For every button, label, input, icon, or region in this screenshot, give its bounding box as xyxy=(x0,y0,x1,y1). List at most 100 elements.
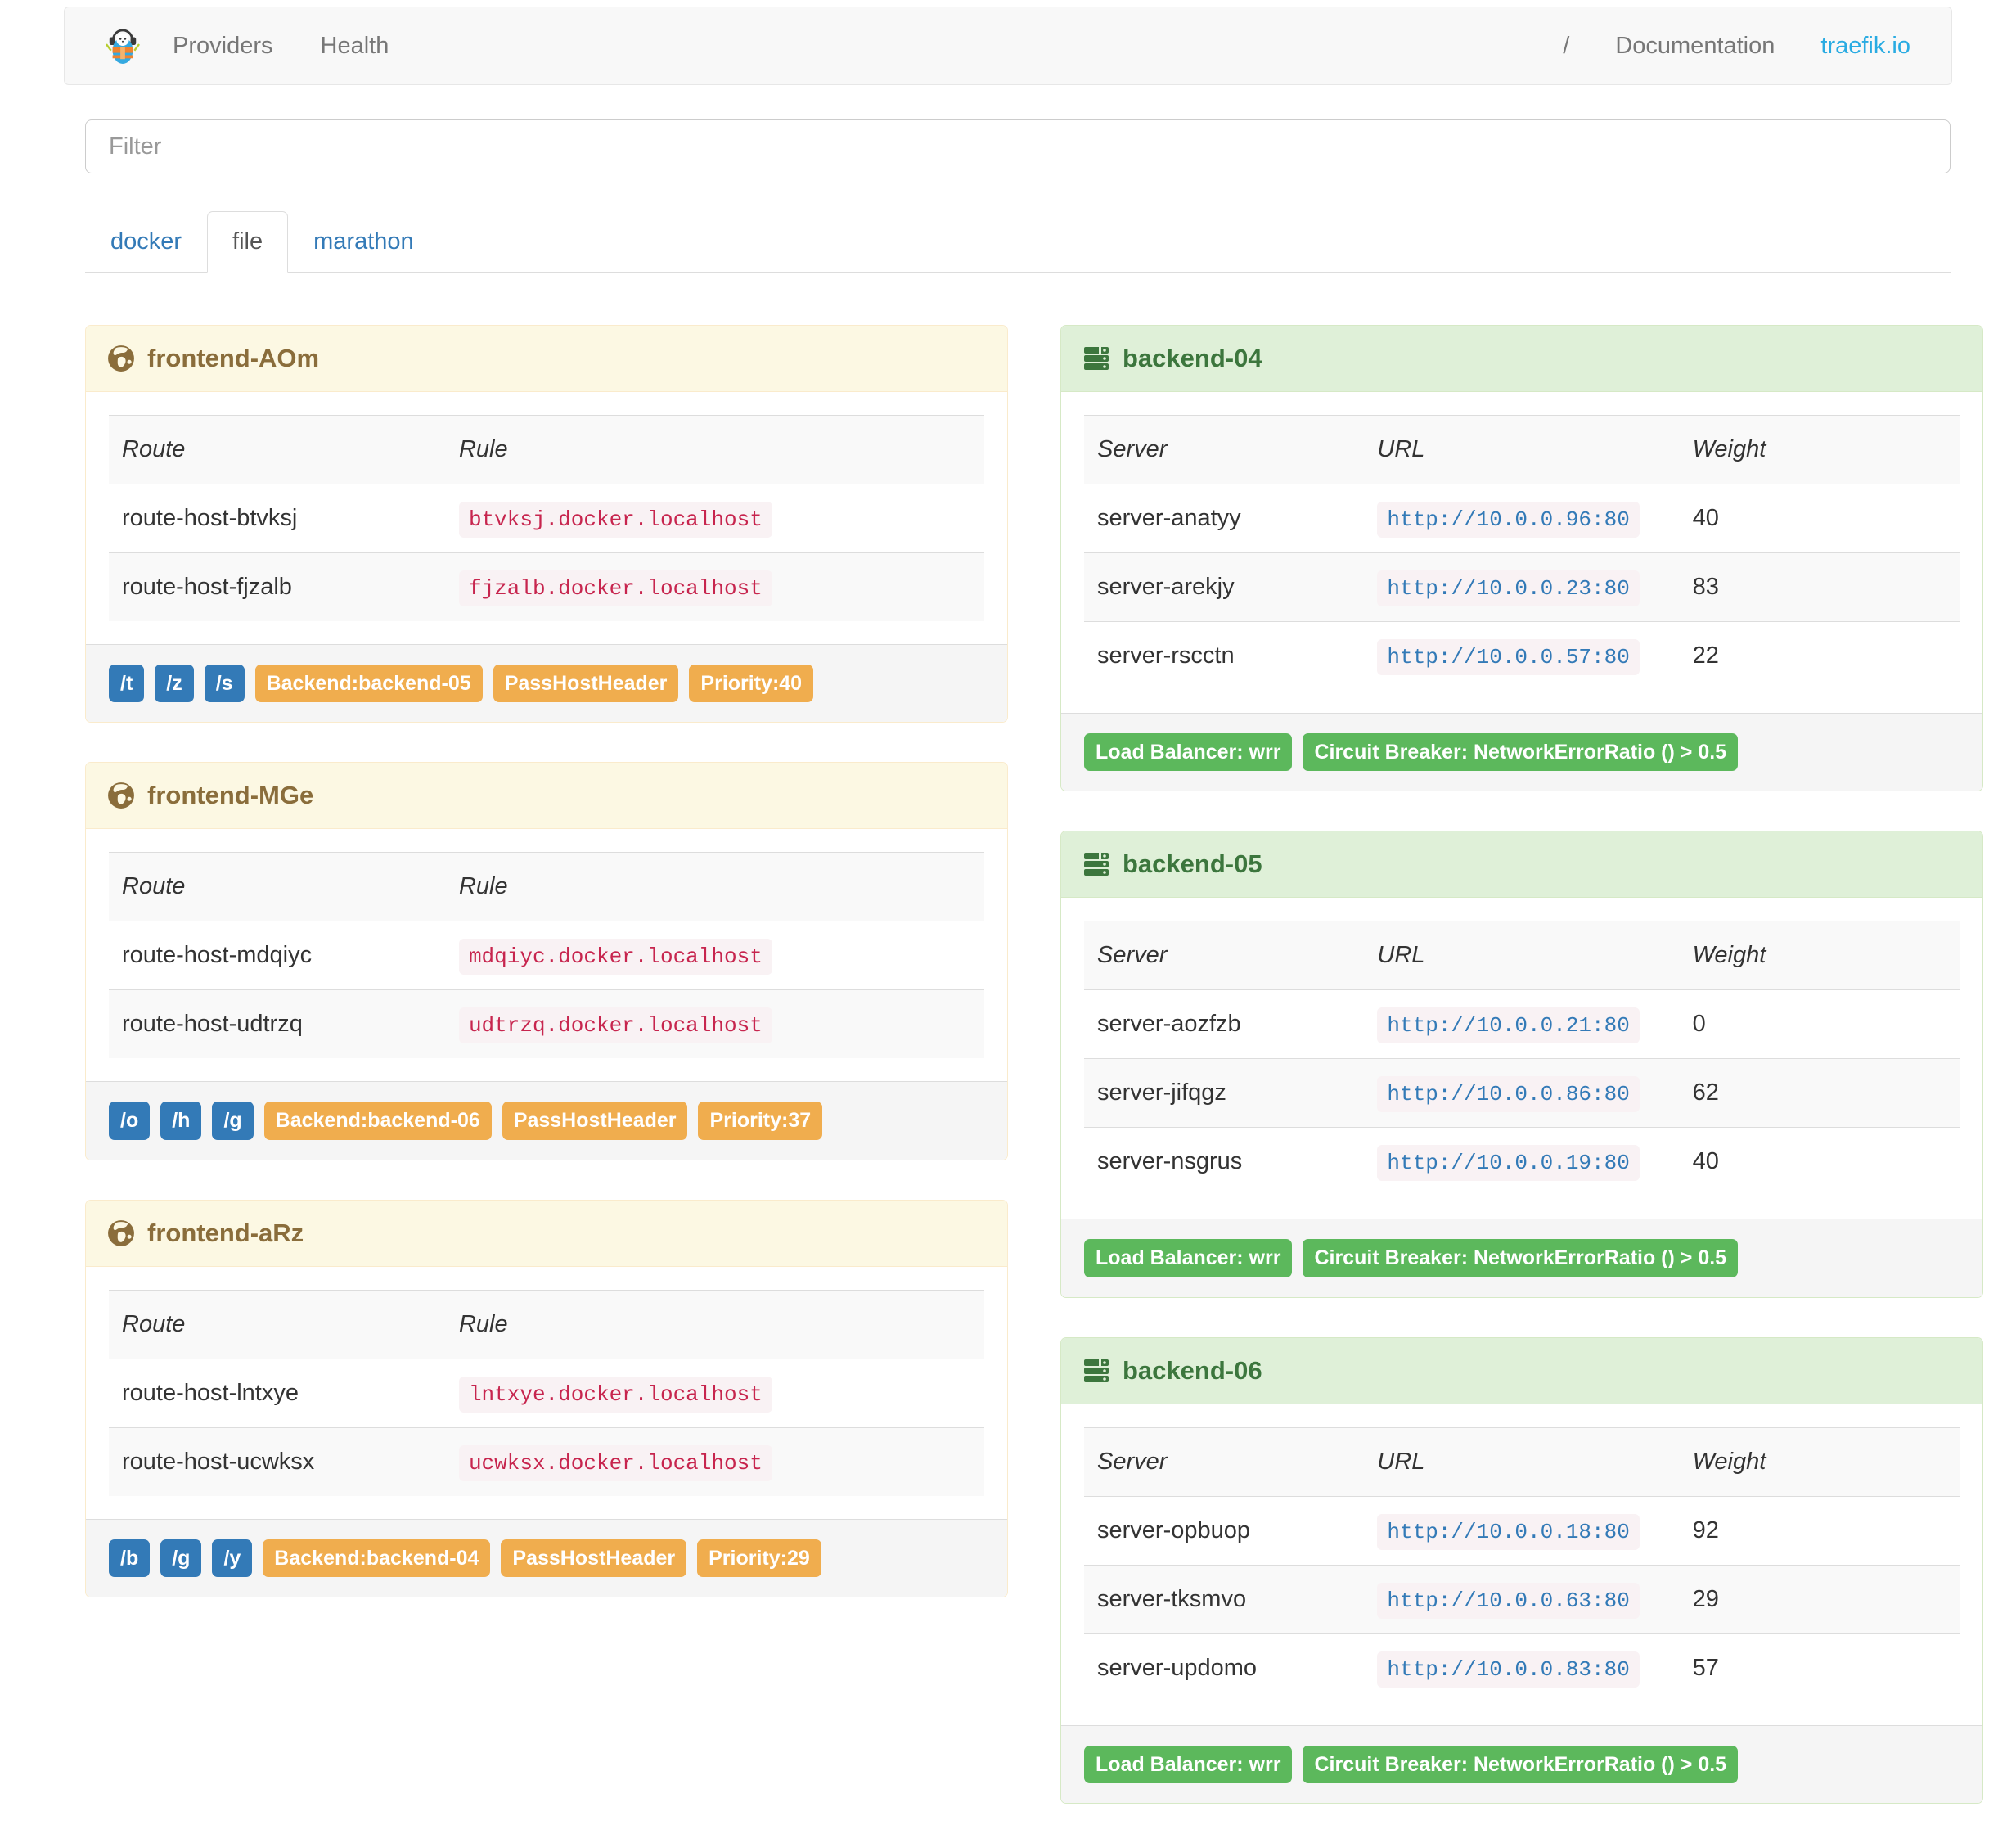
nav-link-documentation[interactable]: Documentation xyxy=(1615,32,1775,59)
server-name: server-anatyy xyxy=(1084,484,1365,553)
column-header: Server xyxy=(1084,1426,1365,1496)
provider-tabs: docker file marathon xyxy=(85,211,1951,273)
column-header: URL xyxy=(1364,1426,1680,1496)
globe-icon xyxy=(107,782,135,809)
route-name: route-host-fjzalb xyxy=(109,552,446,621)
backend-tags: Load Balancer: wrr Circuit Breaker: Netwo… xyxy=(1061,1724,1982,1803)
server-weight: 40 xyxy=(1679,1127,1960,1196)
navbar: Providers Health / Documentation traefik… xyxy=(64,7,1952,85)
frontend-tag-badge: Backend:backend-04 xyxy=(263,1539,491,1577)
server-row: server-updomo http://10.0.0.83:80 57 xyxy=(1084,1633,1960,1702)
backend-tags: Load Balancer: wrr Circuit Breaker: Netwo… xyxy=(1061,1219,1982,1297)
server-url-code: http://10.0.0.86:80 xyxy=(1377,1076,1640,1113)
backend-tag-badge: Circuit Breaker: NetworkErrorRatio () > … xyxy=(1303,733,1739,772)
server-url-link[interactable]: http://10.0.0.96:80 xyxy=(1377,502,1640,538)
frontend-title: frontend-aRz xyxy=(147,1218,304,1247)
rule-code: udtrzq.docker.localhost xyxy=(458,1007,772,1044)
tab-file[interactable]: file xyxy=(207,211,289,273)
server-name: server-jifqgz xyxy=(1084,1058,1365,1128)
column-header: Weight xyxy=(1679,921,1960,990)
globe-icon xyxy=(107,345,135,372)
column-header: Server xyxy=(1084,921,1365,990)
server-url-code: http://10.0.0.63:80 xyxy=(1377,1582,1640,1619)
server-url-link[interactable]: http://10.0.0.23:80 xyxy=(1377,570,1640,606)
backend-title: backend-06 xyxy=(1123,1355,1262,1385)
server-row: server-anatyy http://10.0.0.96:80 40 xyxy=(1084,484,1960,553)
filter-input[interactable] xyxy=(85,119,1951,173)
backend-tag-badge: Circuit Breaker: NetworkErrorRatio () > … xyxy=(1303,1745,1739,1783)
server-name: server-updomo xyxy=(1084,1633,1365,1702)
rule-code: fjzalb.docker.localhost xyxy=(458,570,772,606)
rule-code: lntxye.docker.localhost xyxy=(458,1376,772,1413)
server-url-code: http://10.0.0.96:80 xyxy=(1377,502,1640,538)
column-header: Rule xyxy=(445,1289,984,1359)
nav-link-providers[interactable]: Providers xyxy=(173,32,273,59)
frontend-tag-badge: Priority:37 xyxy=(698,1102,823,1140)
servers-table: Server URL Weight server-aozfzb http://10.0… xyxy=(1084,921,1960,1196)
server-url-code: http://10.0.0.83:80 xyxy=(1377,1651,1640,1688)
main-content: frontend-AOm Route Rule route-host-btvksj… xyxy=(85,325,1983,1843)
server-url-link[interactable]: http://10.0.0.18:80 xyxy=(1377,1513,1640,1550)
server-weight: 92 xyxy=(1679,1495,1960,1565)
route-name: route-host-lntxye xyxy=(109,1358,446,1427)
server-name: server-arekjy xyxy=(1084,552,1365,622)
server-url-link[interactable]: http://10.0.0.21:80 xyxy=(1377,1007,1640,1044)
globe-icon xyxy=(107,1219,135,1247)
server-row: server-opbuop http://10.0.0.18:80 92 xyxy=(1084,1495,1960,1565)
server-row: server-nsgrus http://10.0.0.19:80 40 xyxy=(1084,1127,1960,1196)
entrypoint-badge: /y xyxy=(212,1539,253,1577)
server-url-link[interactable]: http://10.0.0.83:80 xyxy=(1377,1651,1640,1688)
nav-link-traefik-io[interactable]: traefik.io xyxy=(1820,32,1910,59)
route-name: route-host-btvksj xyxy=(109,484,446,553)
server-url-link[interactable]: http://10.0.0.86:80 xyxy=(1377,1076,1640,1113)
frontend-tag-badge: Backend:backend-06 xyxy=(263,1102,492,1140)
table-header-row: Server URL Weight xyxy=(1084,921,1960,990)
nav-link-health[interactable]: Health xyxy=(320,32,389,59)
frontend-tag-badge: Priority:29 xyxy=(697,1539,821,1577)
route-name: route-host-ucwksx xyxy=(109,1426,446,1496)
servers-table: Server URL Weight server-anatyy http://10.0… xyxy=(1084,415,1960,690)
server-url-link[interactable]: http://10.0.0.19:80 xyxy=(1377,1145,1640,1182)
backend-title: backend-04 xyxy=(1123,344,1262,372)
nav-link-slash[interactable]: / xyxy=(1563,32,1570,59)
frontend-tags: /o/h/g Backend:backend-06 PassHostHeader Pr… xyxy=(86,1081,1007,1160)
server-name: server-aozfzb xyxy=(1084,989,1365,1059)
server-weight: 83 xyxy=(1679,552,1960,622)
frontend-tags: /b/g/y Backend:backend-04 PassHostHeader Pr… xyxy=(86,1518,1007,1597)
table-header-row: Route Rule xyxy=(109,1289,984,1359)
column-header: Rule xyxy=(445,852,984,922)
server-url-link[interactable]: http://10.0.0.63:80 xyxy=(1377,1582,1640,1619)
route-row: route-host-udtrzq udtrzq.docker.localhost xyxy=(109,989,984,1059)
route-row: route-host-lntxye lntxye.docker.localhost xyxy=(109,1358,984,1427)
rule-code: ucwksx.docker.localhost xyxy=(458,1444,772,1481)
backend-card: backend-04 Server URL Weight server-anatyy… xyxy=(1060,325,1983,792)
column-header: URL xyxy=(1364,415,1680,484)
server-url-code: http://10.0.0.23:80 xyxy=(1377,570,1640,606)
frontend-title: frontend-MGe xyxy=(147,781,314,810)
column-header: Server xyxy=(1084,415,1365,484)
rule-code: mdqiyc.docker.localhost xyxy=(458,939,772,976)
entrypoint-badge: /z xyxy=(155,665,194,703)
table-header-row: Route Rule xyxy=(109,415,984,484)
server-name: server-opbuop xyxy=(1084,1495,1365,1565)
routes-table: Route Rule route-host-mdqiyc mdqiyc.docker… xyxy=(109,852,984,1059)
server-weight: 40 xyxy=(1679,484,1960,553)
backend-card: backend-06 Server URL Weight server-opbuop… xyxy=(1060,1336,1983,1804)
frontend-tag-badge: PassHostHeader xyxy=(493,665,679,703)
entrypoint-badge: /b xyxy=(109,1539,151,1577)
rule-code: btvksj.docker.localhost xyxy=(458,502,772,538)
tab-docker[interactable]: docker xyxy=(110,228,182,255)
column-header: Rule xyxy=(445,415,984,484)
backend-tag-badge: Load Balancer: wrr xyxy=(1084,733,1293,772)
entrypoint-badge: /g xyxy=(160,1539,202,1577)
server-name: server-nsgrus xyxy=(1084,1127,1365,1196)
column-header: URL xyxy=(1364,921,1680,990)
frontend-tag-badge: Backend:backend-05 xyxy=(254,665,483,703)
entrypoint-badge: /t xyxy=(109,665,145,703)
backend-title: backend-05 xyxy=(1123,849,1262,879)
tab-marathon[interactable]: marathon xyxy=(313,228,414,255)
server-url-link[interactable]: http://10.0.0.57:80 xyxy=(1377,639,1640,675)
frontend-tags: /t/z/s Backend:backend-05 PassHostHeader Pr… xyxy=(86,644,1007,723)
server-name: server-tksmvo xyxy=(1084,1564,1365,1633)
route-row: route-host-btvksj btvksj.docker.localhost xyxy=(109,484,984,553)
